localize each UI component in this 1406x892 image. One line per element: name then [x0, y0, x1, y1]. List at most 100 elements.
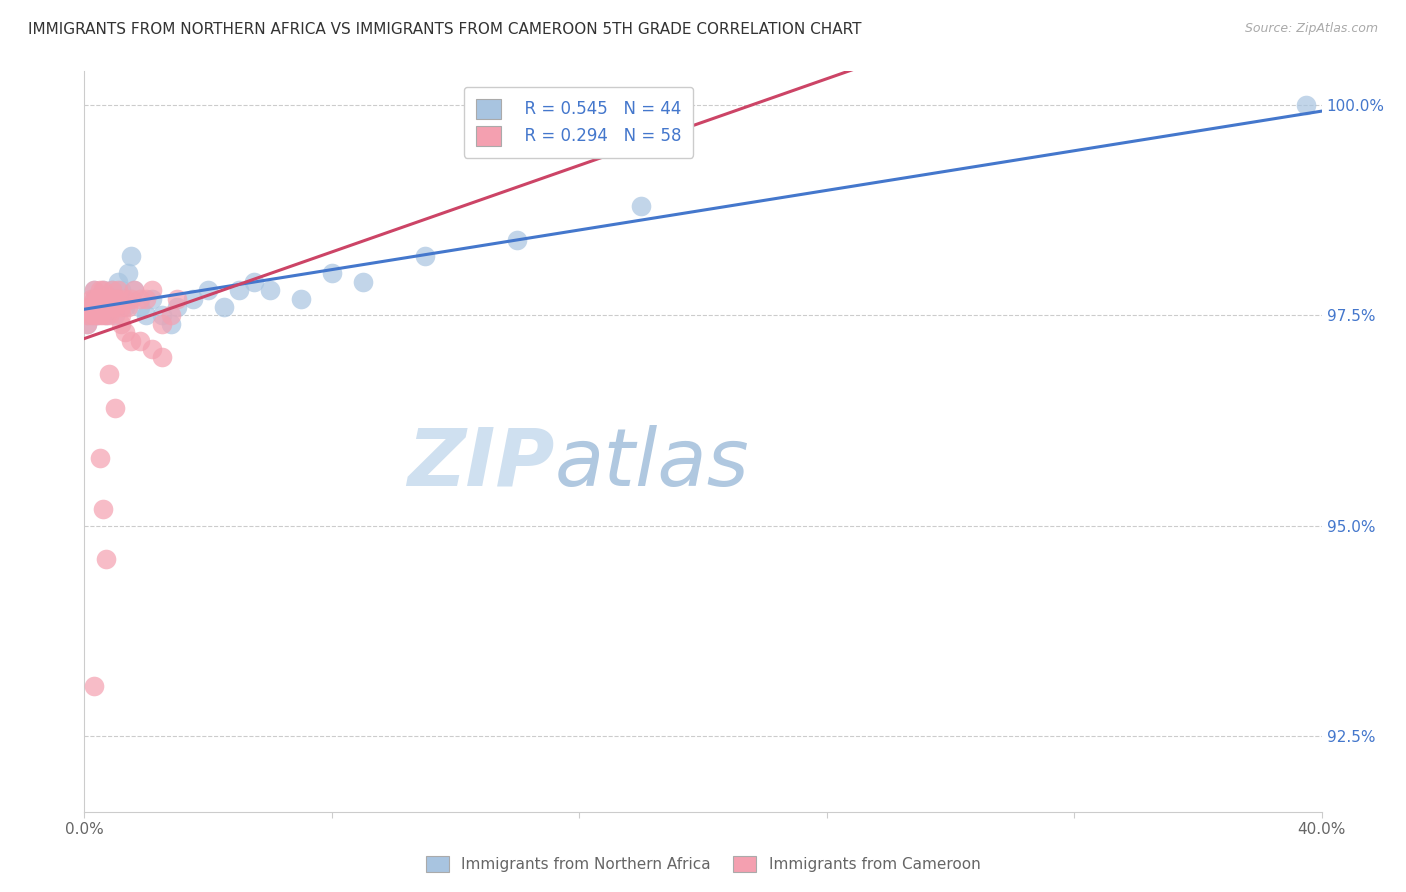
Point — [150, 309, 173, 323]
Point — [101, 300, 124, 314]
Point — [91, 300, 114, 314]
Point — [107, 292, 129, 306]
Point — [83, 292, 105, 306]
Point — [83, 283, 105, 297]
Point — [79, 300, 101, 314]
Text: Source: ZipAtlas.com: Source: ZipAtlas.com — [1244, 22, 1378, 36]
Point — [114, 325, 136, 339]
Point — [120, 292, 142, 306]
Point — [98, 292, 121, 306]
Point — [228, 283, 250, 297]
Point — [76, 309, 98, 323]
Point — [86, 292, 108, 306]
Point — [86, 300, 108, 314]
Point — [76, 317, 98, 331]
Point — [630, 199, 652, 213]
Point — [110, 283, 132, 297]
Point — [259, 283, 281, 297]
Point — [107, 275, 129, 289]
Point — [107, 283, 129, 297]
Point — [135, 309, 157, 323]
Text: ZIP: ZIP — [408, 425, 554, 503]
Point — [150, 317, 173, 331]
Point — [89, 300, 111, 314]
Point — [98, 292, 121, 306]
Point — [91, 283, 114, 297]
Point — [197, 283, 219, 297]
Text: atlas: atlas — [554, 425, 749, 503]
Point — [141, 292, 163, 306]
Point — [290, 292, 312, 306]
Point — [79, 292, 101, 306]
Point — [91, 309, 114, 323]
Point — [98, 300, 121, 314]
Point — [122, 283, 145, 297]
Point — [104, 292, 127, 306]
Point — [114, 300, 136, 314]
Point — [94, 300, 117, 314]
Point — [86, 309, 108, 323]
Point — [110, 317, 132, 331]
Point — [76, 309, 98, 323]
Point — [98, 300, 121, 314]
Legend: Immigrants from Northern Africa, Immigrants from Cameroon: Immigrants from Northern Africa, Immigra… — [418, 848, 988, 880]
Point — [160, 317, 183, 331]
Point — [89, 300, 111, 314]
Point — [321, 266, 343, 280]
Point — [129, 334, 152, 348]
Point — [89, 309, 111, 323]
Point — [98, 309, 121, 323]
Point — [76, 300, 98, 314]
Point — [83, 309, 105, 323]
Point — [101, 283, 124, 297]
Point — [141, 283, 163, 297]
Point — [94, 309, 117, 323]
Point — [94, 552, 117, 566]
Point — [117, 300, 139, 314]
Point — [101, 283, 124, 297]
Point — [101, 292, 124, 306]
Point — [86, 309, 108, 323]
Point — [98, 368, 121, 382]
Point — [104, 292, 127, 306]
Point — [89, 292, 111, 306]
Point — [166, 300, 188, 314]
Point — [413, 250, 436, 264]
Point — [110, 309, 132, 323]
Point — [135, 292, 157, 306]
Point — [89, 283, 111, 297]
Point — [76, 317, 98, 331]
Point — [120, 250, 142, 264]
Point — [83, 300, 105, 314]
Point — [150, 351, 173, 365]
Point — [110, 300, 132, 314]
Point — [129, 292, 152, 306]
Point — [79, 309, 101, 323]
Point — [243, 275, 266, 289]
Point — [91, 501, 114, 516]
Point — [141, 342, 163, 356]
Point — [101, 300, 124, 314]
Point — [352, 275, 374, 289]
Point — [91, 292, 114, 306]
Point — [104, 309, 127, 323]
Point — [83, 679, 105, 693]
Point — [83, 292, 105, 306]
Point — [1295, 98, 1317, 112]
Point — [89, 451, 111, 466]
Point — [83, 283, 105, 297]
Point — [79, 300, 101, 314]
Point — [114, 292, 136, 306]
Point — [94, 292, 117, 306]
Point — [129, 300, 152, 314]
Text: IMMIGRANTS FROM NORTHERN AFRICA VS IMMIGRANTS FROM CAMEROON 5TH GRADE CORRELATIO: IMMIGRANTS FROM NORTHERN AFRICA VS IMMIG… — [28, 22, 862, 37]
Point — [181, 292, 204, 306]
Point — [91, 283, 114, 297]
Point — [122, 283, 145, 297]
Legend:   R = 0.545   N = 44,   R = 0.294   N = 58: R = 0.545 N = 44, R = 0.294 N = 58 — [464, 87, 693, 158]
Point — [91, 300, 114, 314]
Point — [89, 292, 111, 306]
Point — [86, 300, 108, 314]
Point — [166, 292, 188, 306]
Point — [160, 309, 183, 323]
